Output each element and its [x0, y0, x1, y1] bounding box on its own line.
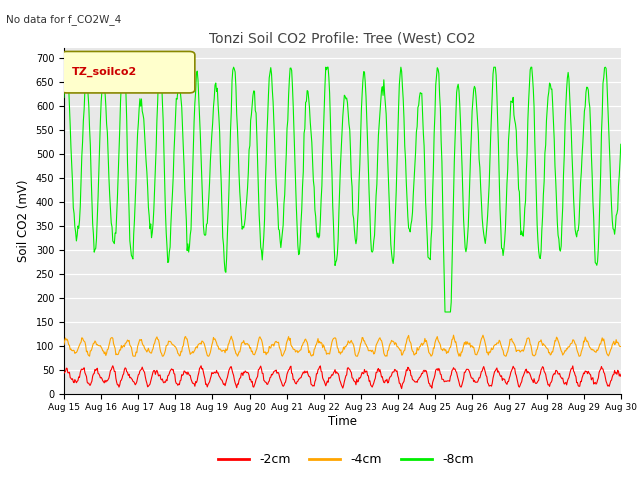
- FancyBboxPatch shape: [61, 51, 195, 93]
- X-axis label: Time: Time: [328, 415, 357, 428]
- Title: Tonzi Soil CO2 Profile: Tree (West) CO2: Tonzi Soil CO2 Profile: Tree (West) CO2: [209, 32, 476, 46]
- Text: No data for f_CO2W_4: No data for f_CO2W_4: [6, 14, 122, 25]
- Text: TZ_soilco2: TZ_soilco2: [72, 67, 138, 77]
- Y-axis label: Soil CO2 (mV): Soil CO2 (mV): [17, 180, 30, 262]
- Legend: -2cm, -4cm, -8cm: -2cm, -4cm, -8cm: [212, 448, 479, 471]
